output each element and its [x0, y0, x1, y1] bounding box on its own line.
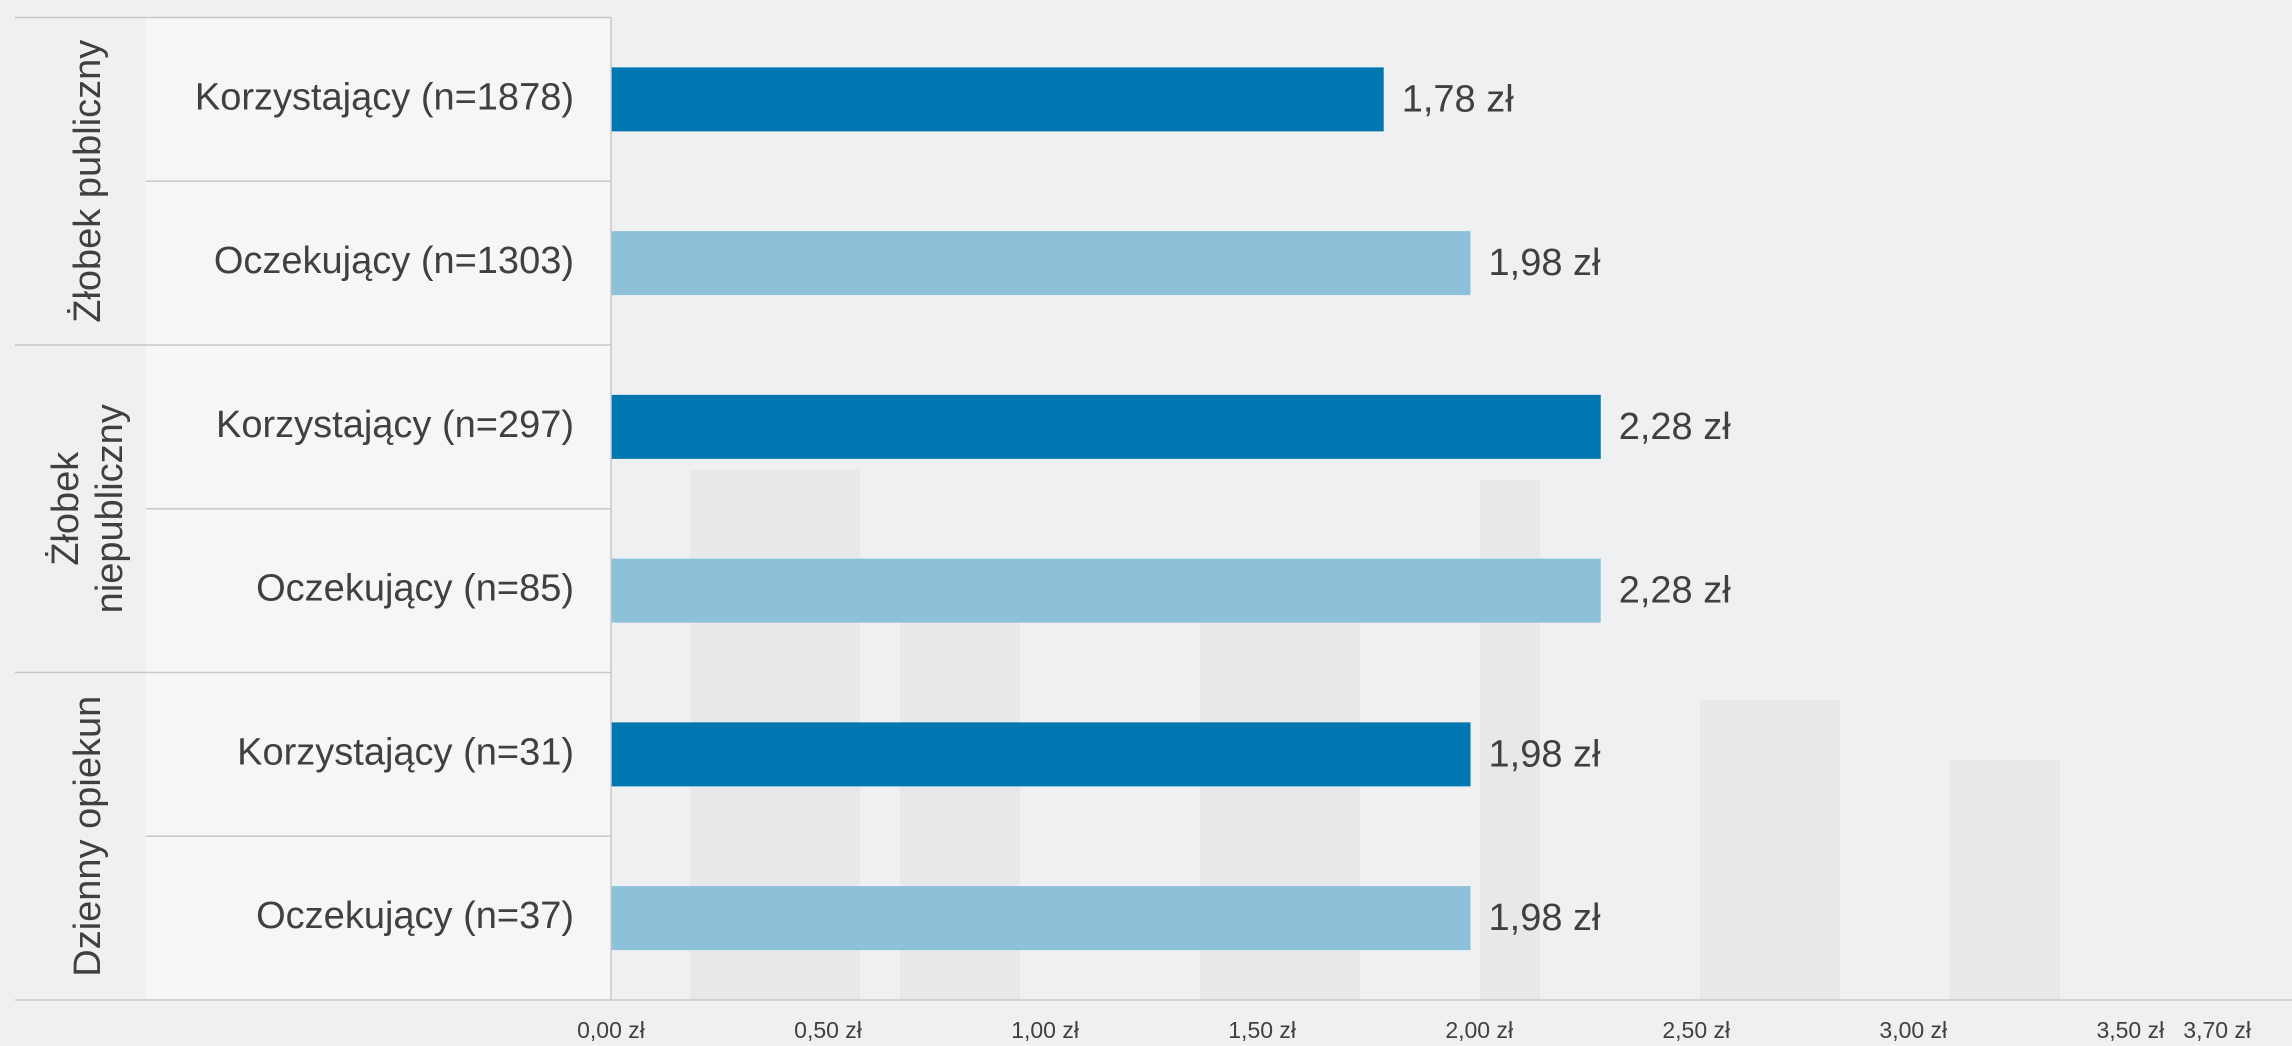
- bar: [611, 558, 1601, 623]
- x-tick-label: 0,50 zł: [794, 1017, 862, 1043]
- group-label-line: Dzienny opiekun: [67, 696, 109, 977]
- bar: [611, 722, 1471, 787]
- category-label: Oczekujący (n=1303): [214, 240, 574, 282]
- x-tick-label: 1,50 zł: [1228, 1017, 1296, 1043]
- bar: [611, 394, 1601, 459]
- x-tick-label: 3,50 zł: [2096, 1017, 2164, 1043]
- x-tick-label: 3,00 zł: [1879, 1017, 1947, 1043]
- value-label: 1,78 zł: [1402, 78, 1515, 120]
- x-tick-label: 0,00 zł: [577, 1017, 645, 1043]
- value-label: 2,28 zł: [1619, 570, 1732, 612]
- group-label: Żłobekniepubliczny: [44, 404, 131, 613]
- x-tick-label: 3,70 zł: [2183, 1017, 2251, 1043]
- category-label: Korzystający (n=297): [216, 404, 574, 446]
- x-tick-label: 2,00 zł: [1445, 1017, 1513, 1043]
- x-tick-label: 2,50 zł: [1662, 1017, 1730, 1043]
- group-label-line: niepubliczny: [89, 404, 131, 613]
- group-label-line: Żłobek: [44, 451, 87, 566]
- value-label: 1,98 zł: [1489, 897, 1602, 939]
- group-label: Dzienny opiekun: [67, 696, 109, 977]
- category-label: Oczekujący (n=37): [256, 895, 574, 937]
- value-label: 2,28 zł: [1619, 406, 1732, 448]
- category-label: Korzystający (n=1878): [195, 76, 574, 118]
- group-label: Żłobek publiczny: [66, 40, 109, 323]
- category-label: Oczekujący (n=85): [256, 568, 574, 610]
- value-label: 1,98 zł: [1489, 242, 1602, 284]
- value-label: 1,98 zł: [1489, 733, 1602, 775]
- x-tick-label: 1,00 zł: [1011, 1017, 1079, 1043]
- plot: Żłobek publiczny Korzystający (n=1878) 1,7…: [15, 16, 2292, 1043]
- group-label-line: Żłobek publiczny: [66, 40, 109, 323]
- bar: [611, 67, 1384, 132]
- bar: [611, 231, 1471, 296]
- category-label: Korzystający (n=31): [237, 731, 574, 773]
- bar: [611, 886, 1471, 951]
